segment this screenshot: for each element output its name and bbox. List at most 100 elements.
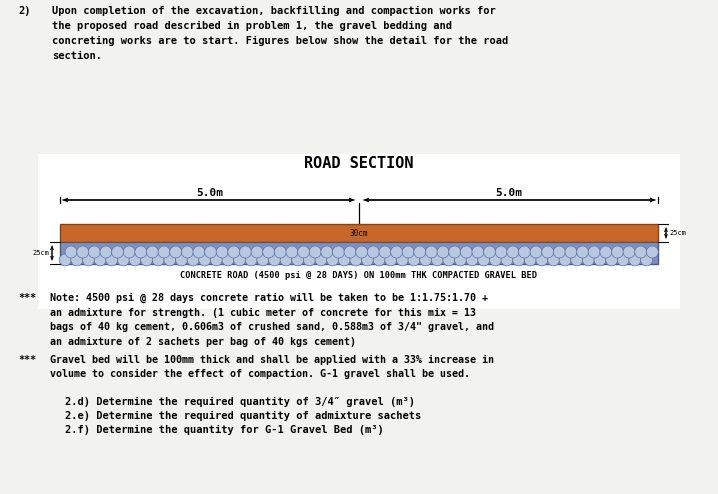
Circle shape: [373, 254, 385, 266]
Text: 2.f) Determine the quantity for G-1 Gravel Bed (m³): 2.f) Determine the quantity for G-1 Grav…: [65, 425, 383, 435]
Circle shape: [304, 254, 315, 266]
Circle shape: [605, 254, 617, 266]
Circle shape: [350, 254, 362, 266]
Circle shape: [588, 246, 600, 258]
Circle shape: [309, 246, 321, 258]
Circle shape: [507, 246, 519, 258]
Circle shape: [169, 246, 182, 258]
Circle shape: [321, 246, 333, 258]
Circle shape: [379, 246, 391, 258]
Circle shape: [460, 246, 472, 258]
Text: Note: 4500 psi @ 28 days concrete ratio will be taken to be 1:1.75:1.70 +
an adm: Note: 4500 psi @ 28 days concrete ratio …: [50, 293, 494, 347]
Circle shape: [466, 254, 478, 266]
Bar: [60, 242, 658, 264]
Circle shape: [332, 246, 345, 258]
Circle shape: [541, 246, 554, 258]
Circle shape: [449, 246, 461, 258]
Circle shape: [106, 254, 118, 266]
Circle shape: [612, 246, 623, 258]
Circle shape: [385, 254, 397, 266]
Circle shape: [199, 254, 211, 266]
Text: 2.d) Determine the required quantity of 3/4″ gravel (m³): 2.d) Determine the required quantity of …: [65, 397, 415, 407]
Circle shape: [274, 246, 286, 258]
Circle shape: [239, 246, 251, 258]
Text: Upon completion of the excavation, backfilling and compaction works for
the prop: Upon completion of the excavation, backf…: [52, 6, 508, 61]
Circle shape: [327, 254, 339, 266]
Circle shape: [210, 254, 223, 266]
Circle shape: [391, 246, 403, 258]
Text: 2): 2): [18, 6, 30, 16]
Circle shape: [269, 254, 281, 266]
Circle shape: [338, 254, 350, 266]
Text: 5.0m: 5.0m: [196, 188, 223, 198]
Circle shape: [117, 254, 129, 266]
Text: CONCRETE ROAD (4500 psi @ 28 DAYS) ON 100mm THK COMPACTED GRAVEL BED: CONCRETE ROAD (4500 psi @ 28 DAYS) ON 10…: [180, 271, 538, 280]
Circle shape: [483, 246, 495, 258]
Circle shape: [617, 254, 629, 266]
Circle shape: [477, 254, 490, 266]
Circle shape: [524, 254, 536, 266]
Circle shape: [228, 246, 240, 258]
Circle shape: [408, 254, 420, 266]
Text: 30cm: 30cm: [350, 229, 368, 238]
Circle shape: [629, 254, 641, 266]
Circle shape: [355, 246, 368, 258]
Circle shape: [554, 246, 565, 258]
Text: 5.0m: 5.0m: [495, 188, 522, 198]
Circle shape: [582, 254, 595, 266]
Circle shape: [536, 254, 548, 266]
Circle shape: [559, 254, 571, 266]
Circle shape: [419, 254, 432, 266]
Circle shape: [432, 254, 443, 266]
Circle shape: [297, 246, 309, 258]
Circle shape: [286, 246, 298, 258]
Circle shape: [623, 246, 635, 258]
Circle shape: [123, 246, 135, 258]
Circle shape: [344, 246, 356, 258]
Text: ***: ***: [18, 355, 36, 365]
Circle shape: [111, 246, 123, 258]
Circle shape: [83, 254, 95, 266]
Circle shape: [77, 246, 89, 258]
Circle shape: [571, 254, 583, 266]
Text: Gravel bed will be 100mm thick and shall be applied with a 33% increase in
volum: Gravel bed will be 100mm thick and shall…: [50, 355, 494, 379]
Circle shape: [454, 254, 467, 266]
Circle shape: [513, 254, 525, 266]
Circle shape: [175, 254, 187, 266]
Circle shape: [164, 254, 176, 266]
Circle shape: [135, 246, 146, 258]
Circle shape: [646, 246, 658, 258]
Circle shape: [600, 246, 612, 258]
Circle shape: [315, 254, 327, 266]
Circle shape: [565, 246, 577, 258]
Circle shape: [222, 254, 234, 266]
Circle shape: [60, 254, 71, 266]
Text: 25cm: 25cm: [669, 230, 686, 236]
Circle shape: [402, 246, 414, 258]
Circle shape: [518, 246, 531, 258]
Circle shape: [280, 254, 292, 266]
Circle shape: [152, 254, 164, 266]
Circle shape: [495, 246, 507, 258]
Circle shape: [246, 254, 257, 266]
Circle shape: [94, 254, 106, 266]
Circle shape: [437, 246, 449, 258]
Circle shape: [187, 254, 199, 266]
Circle shape: [141, 254, 153, 266]
Circle shape: [205, 246, 217, 258]
Circle shape: [594, 254, 606, 266]
Circle shape: [216, 246, 228, 258]
Circle shape: [182, 246, 193, 258]
Circle shape: [501, 254, 513, 266]
Circle shape: [490, 254, 501, 266]
Circle shape: [396, 254, 409, 266]
Circle shape: [146, 246, 159, 258]
Circle shape: [71, 254, 83, 266]
Circle shape: [472, 246, 484, 258]
Circle shape: [193, 246, 205, 258]
Circle shape: [100, 246, 112, 258]
Text: 25cm: 25cm: [32, 250, 49, 256]
Text: ***: ***: [18, 293, 36, 303]
Bar: [38, 154, 680, 309]
Text: ROAD SECTION: ROAD SECTION: [304, 156, 414, 171]
